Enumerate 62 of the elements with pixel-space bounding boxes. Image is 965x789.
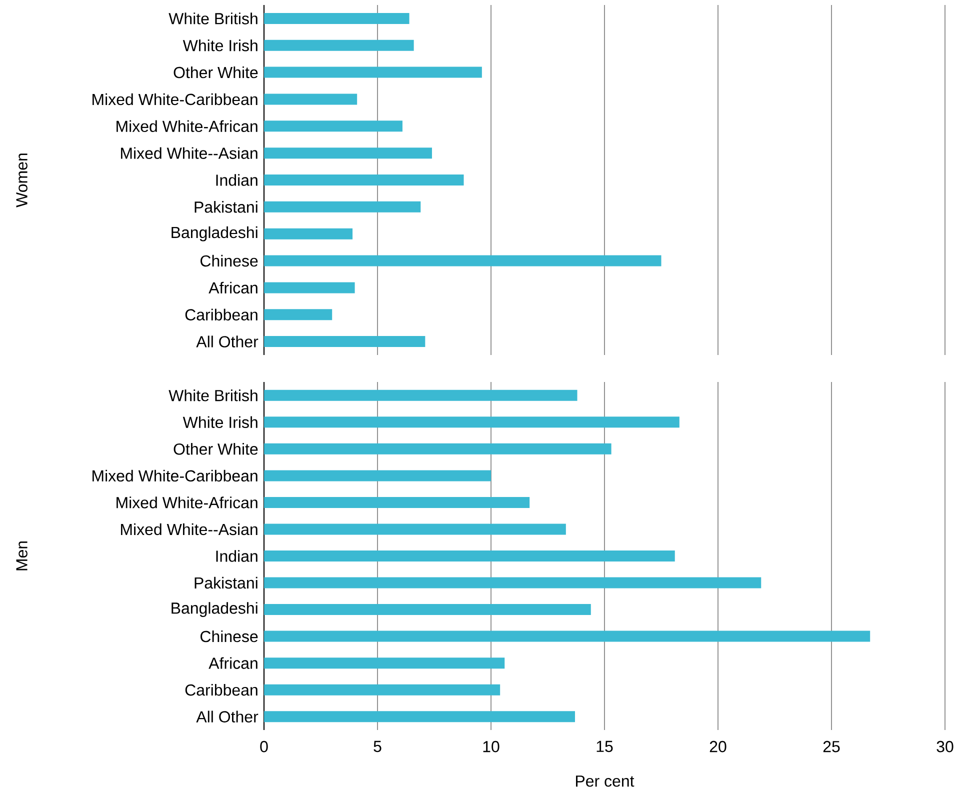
y-tick-label: Mixed White-Caribbean — [92, 470, 258, 482]
bar — [264, 630, 870, 642]
y-tick-label: Caribbean — [185, 684, 258, 696]
y-tick-label: White British — [168, 390, 258, 402]
x-tick-label: 0 — [260, 740, 268, 752]
bar — [264, 524, 566, 535]
y-tick-label: Bangladeshi — [172, 226, 258, 242]
y-tick-label: White Irish — [182, 40, 258, 52]
bar — [264, 201, 421, 212]
x-tick-label: 25 — [823, 740, 840, 752]
y-tick-label: Mixed White--Asian — [121, 523, 258, 536]
bar — [264, 496, 530, 508]
x-tick-label: 15 — [596, 740, 613, 752]
y-axis-title: Women — [16, 154, 28, 208]
y-tick-label: Mixed White-Caribbean — [92, 93, 258, 106]
bar — [264, 550, 675, 562]
y-tick-label: Pakistani — [194, 576, 258, 589]
bar — [264, 604, 591, 616]
y-tick-label: Caribbean — [185, 308, 258, 320]
y-tick-label: Chinese — [200, 254, 258, 267]
x-axis-title: Per cent — [576, 776, 634, 787]
bar — [264, 282, 355, 294]
bar — [264, 255, 662, 266]
y-tick-label: Other White — [174, 443, 258, 455]
y-tick-label: Mixed White-African — [116, 496, 258, 508]
y-tick-label: Pakistani — [194, 201, 258, 213]
bar — [264, 228, 353, 240]
bar — [264, 577, 762, 588]
bar — [264, 711, 575, 722]
bar — [264, 40, 414, 51]
y-axis-title: Men — [16, 541, 28, 570]
y-tick-label: Chinese — [200, 630, 258, 642]
x-tick-label: 10 — [483, 740, 500, 752]
bar — [264, 684, 500, 696]
bar — [264, 174, 464, 186]
y-tick-label: All Other — [196, 336, 258, 348]
bar — [264, 658, 505, 669]
bar — [264, 309, 332, 320]
y-tick-label: African — [208, 282, 258, 294]
y-tick-label: Mixed White-African — [116, 120, 258, 132]
bar — [264, 66, 482, 78]
bar — [264, 12, 410, 24]
bar — [264, 443, 612, 454]
y-tick-label: White Irish — [182, 416, 258, 428]
bar — [264, 470, 492, 482]
y-tick-label: Indian — [216, 550, 258, 562]
y-tick-label: White British — [168, 12, 258, 24]
bar — [264, 94, 358, 105]
y-tick-label: All Other — [196, 710, 258, 722]
y-tick-label: Other White — [174, 66, 258, 78]
x-tick-label: 5 — [374, 740, 382, 752]
bar — [264, 416, 680, 428]
y-tick-label: African — [208, 657, 258, 669]
bar — [264, 120, 402, 132]
y-tick-label: Bangladeshi — [172, 602, 258, 617]
bar — [264, 390, 578, 401]
x-tick-label: 30 — [936, 740, 954, 752]
bar — [264, 336, 426, 348]
y-tick-label: Mixed White--Asian — [121, 147, 258, 159]
y-tick-label: Indian — [216, 174, 258, 186]
bar — [264, 148, 432, 159]
x-tick-label: 20 — [710, 740, 726, 752]
